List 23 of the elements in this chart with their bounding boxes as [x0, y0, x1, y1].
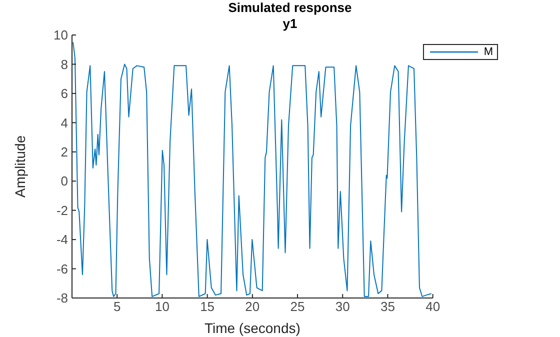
x-tick-label: 20: [245, 299, 260, 314]
x-tick-label: 10: [154, 299, 170, 314]
x-tick-label: 25: [290, 299, 305, 314]
y-tick-label: 2: [60, 144, 68, 160]
y-tick-label: 8: [60, 56, 68, 72]
chart-subtitle: y1: [282, 16, 298, 31]
x-tick-label: 40: [426, 299, 440, 314]
y-tick-label: -2: [56, 202, 68, 218]
x-tick-label: 15: [200, 299, 215, 314]
y-tick-label: 0: [60, 174, 68, 189]
y-tick-label: -4: [56, 232, 68, 248]
legend-label: M: [484, 46, 493, 58]
x-tick-label: 5: [113, 299, 121, 314]
y-tick-label: -8: [56, 290, 68, 306]
x-tick-label: 35: [380, 299, 395, 314]
x-tick-label: 30: [335, 299, 350, 314]
x-axis-title: Time (seconds): [204, 320, 300, 336]
y-tick-label: 10: [54, 28, 68, 43]
chart-title: Simulated response: [227, 0, 353, 15]
y-axis-title: Amplitude: [12, 135, 28, 198]
y-tick-label: 6: [60, 86, 68, 102]
y-tick-label: -6: [56, 261, 68, 276]
y-tick-label: 4: [60, 115, 68, 130]
